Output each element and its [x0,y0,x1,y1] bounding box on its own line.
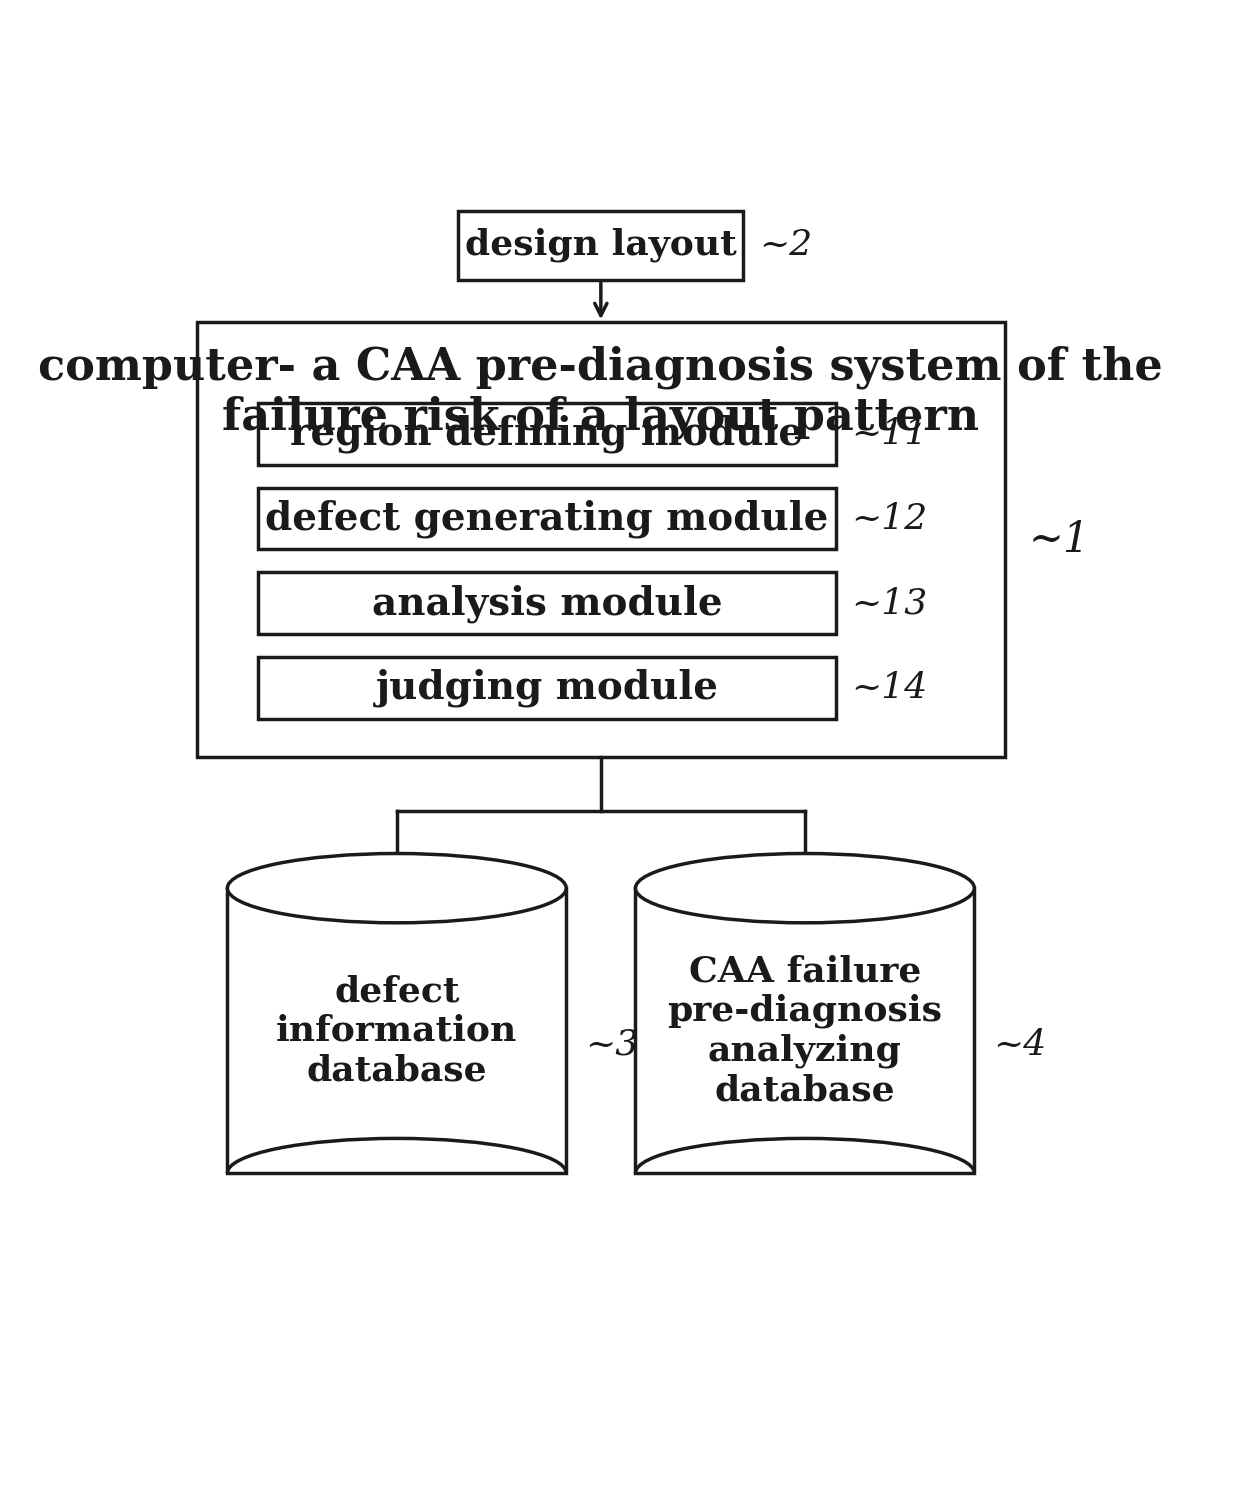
Text: defect
information
database: defect information database [277,974,517,1088]
Text: judging module: judging module [376,668,718,707]
Bar [258,488,836,550]
Bar [635,888,975,1173]
Text: region defining module: region defining module [290,415,804,452]
Text: computer- a CAA pre-diagnosis system of the
failure risk of a layout pattern: computer- a CAA pre-diagnosis system of … [38,346,1163,439]
Text: ~2: ~2 [759,228,812,262]
Ellipse shape [635,854,975,923]
Text: CAA failure
pre-diagnosis
analyzing
database: CAA failure pre-diagnosis analyzing data… [667,954,942,1107]
Bar [459,211,743,280]
Text: ~3: ~3 [585,1028,639,1062]
Bar [197,322,1006,758]
Bar [258,403,836,464]
Text: ~12: ~12 [851,502,928,536]
Bar [258,658,836,719]
Bar [227,888,567,1173]
Text: ~11: ~11 [851,416,928,451]
Bar [258,572,836,634]
Text: ~1: ~1 [1028,518,1090,560]
Text: ~4: ~4 [993,1028,1047,1062]
Ellipse shape [227,854,567,923]
Text: ~13: ~13 [851,586,928,620]
Text: defect generating module: defect generating module [265,499,828,538]
Text: ~14: ~14 [851,671,928,706]
Text: design layout: design layout [465,228,737,262]
Text: analysis module: analysis module [372,584,722,623]
